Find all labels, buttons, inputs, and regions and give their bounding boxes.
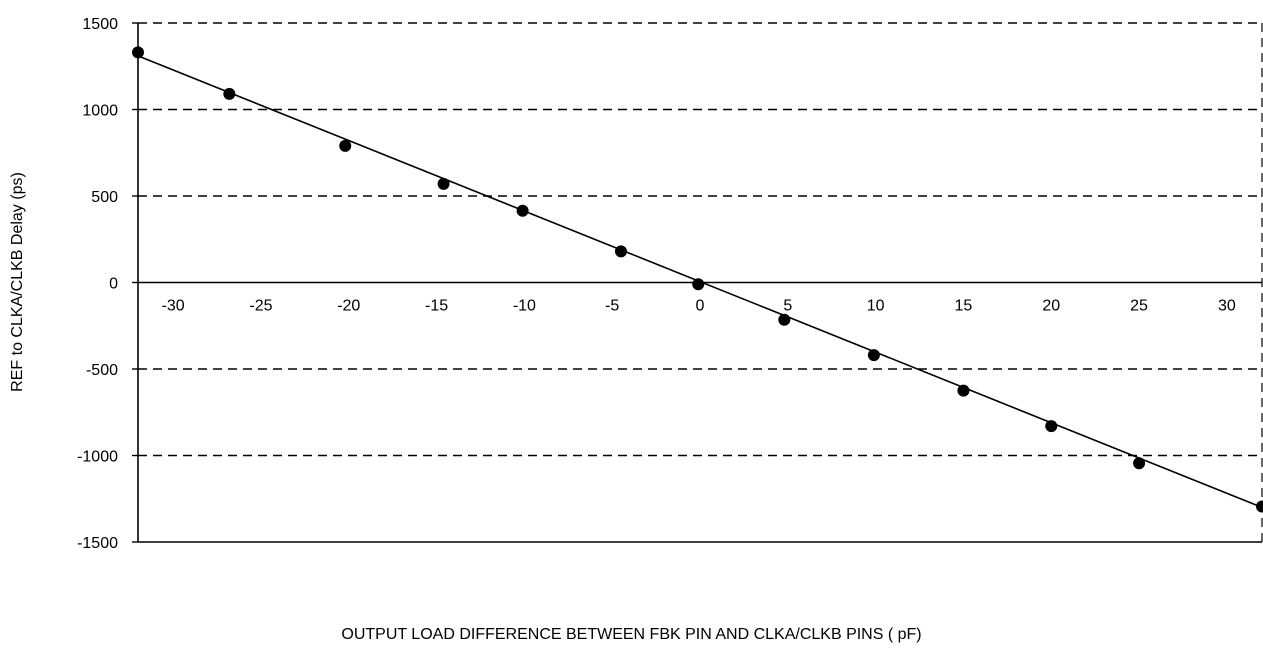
y-tick-label: 1000 (82, 103, 118, 120)
data-point (867, 349, 880, 362)
x-tick-labels: -30 -25 -20 -15 -10 -5 0 5 10 15 20 25 30 (162, 298, 1236, 315)
data-point (778, 313, 791, 326)
x-tick-label: -15 (425, 298, 448, 315)
y-axis-label: REF to CLKA/CLKB Delay (ps) (9, 172, 26, 392)
x-tick-label: 20 (1042, 298, 1060, 315)
data-series (132, 46, 1263, 513)
data-point (132, 46, 144, 59)
data-point (437, 177, 450, 190)
data-point (957, 384, 970, 397)
x-tick-label: -30 (162, 298, 185, 315)
x-tick-label: -25 (249, 298, 272, 315)
data-point (339, 139, 352, 152)
x-axis-label: OUTPUT LOAD DIFFERENCE BETWEEN FBK PIN A… (341, 626, 922, 643)
x-tick-label: 5 (783, 298, 792, 315)
y-tick-label: -1500 (77, 535, 118, 552)
y-tick-labels: 1500 1000 500 0 -500 -1000 -1500 (77, 16, 118, 552)
x-tick-label: -10 (513, 298, 536, 315)
x-tick-label: -20 (337, 298, 360, 315)
x-tick-label: 25 (1130, 298, 1148, 315)
data-point (1133, 457, 1146, 470)
x-tick-label: 0 (696, 298, 705, 315)
x-tick-label: 10 (867, 298, 885, 315)
x-tick-label: 15 (955, 298, 973, 315)
data-point (223, 87, 236, 100)
y-tick-label: 500 (91, 189, 118, 206)
y-tick-label: 0 (109, 276, 118, 293)
data-point (614, 245, 627, 258)
y-tick-label: -1000 (77, 449, 118, 466)
data-point (1045, 420, 1058, 433)
data-point (1256, 500, 1263, 513)
data-point (516, 204, 529, 217)
y-tick-label: 1500 (82, 16, 118, 33)
data-point (692, 278, 705, 291)
y-tick-label: -500 (86, 362, 118, 379)
x-tick-label: 30 (1218, 298, 1236, 315)
x-tick-label: -5 (605, 298, 619, 315)
